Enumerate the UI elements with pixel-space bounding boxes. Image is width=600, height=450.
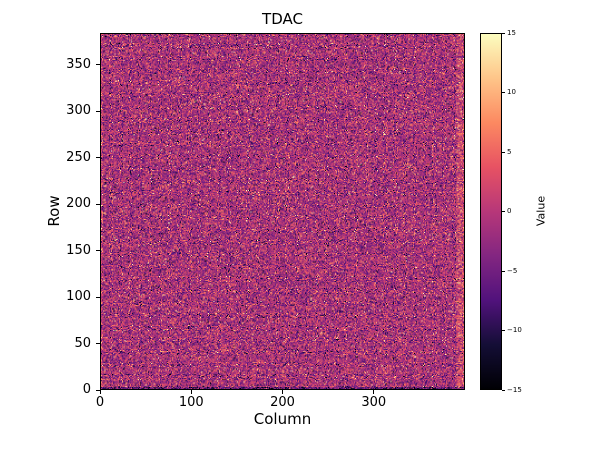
- colorbar-tick-label: −5: [507, 266, 518, 275]
- y-tick-label: 200: [66, 196, 91, 212]
- colorbar-tick-mark: [502, 151, 505, 153]
- colorbar-tick-label: 10: [507, 88, 516, 96]
- colorbar-tick-label: 5: [507, 147, 512, 156]
- colorbar-tick-mark: [502, 32, 505, 34]
- heatmap-plot-area: [100, 33, 465, 390]
- x-tick-mark: [190, 390, 192, 394]
- colorbar-tick-mark: [502, 211, 505, 212]
- colorbar-label: Value: [534, 195, 548, 227]
- y-tick-mark: [96, 157, 100, 159]
- colorbar-tick-label: −10: [507, 326, 522, 334]
- colorbar-tick-mark: [502, 270, 505, 272]
- colorbar-gradient: [481, 34, 501, 389]
- colorbar-tick-mark: [502, 330, 505, 331]
- y-tick-label: 350: [66, 56, 91, 72]
- x-tick-label: 200: [270, 395, 295, 410]
- x-tick-mark: [282, 390, 283, 394]
- y-tick-label: 300: [66, 103, 91, 119]
- colorbar-tick-mark: [502, 389, 505, 391]
- y-tick-mark: [96, 389, 100, 391]
- y-tick-label: 50: [74, 335, 91, 351]
- x-tick-label: 100: [178, 395, 204, 410]
- y-tick-mark: [96, 64, 100, 66]
- y-tick-label: 0: [82, 382, 91, 397]
- x-tick-label: 300: [361, 395, 387, 410]
- x-axis-label: Column: [253, 410, 312, 428]
- y-tick-mark: [96, 343, 100, 345]
- x-tick-mark: [99, 390, 101, 394]
- y-tick-mark: [96, 296, 100, 298]
- y-tick-mark: [96, 110, 100, 112]
- heatmap-canvas: [101, 34, 464, 389]
- colorbar-tick-mark: [502, 92, 505, 93]
- y-tick-mark: [96, 250, 100, 252]
- x-tick-label: 0: [95, 395, 105, 410]
- y-tick-mark: [96, 203, 100, 205]
- colorbar-tick-label: 0: [507, 207, 512, 215]
- colorbar-tick-label: 15: [507, 28, 516, 37]
- y-tick-label: 150: [66, 242, 91, 258]
- colorbar-tick-label: −15: [507, 385, 522, 394]
- y-tick-label: 100: [66, 289, 91, 305]
- colorbar: [480, 33, 502, 390]
- x-tick-mark: [373, 390, 375, 394]
- y-tick-label: 250: [66, 149, 91, 165]
- chart-title: TDAC: [262, 10, 303, 28]
